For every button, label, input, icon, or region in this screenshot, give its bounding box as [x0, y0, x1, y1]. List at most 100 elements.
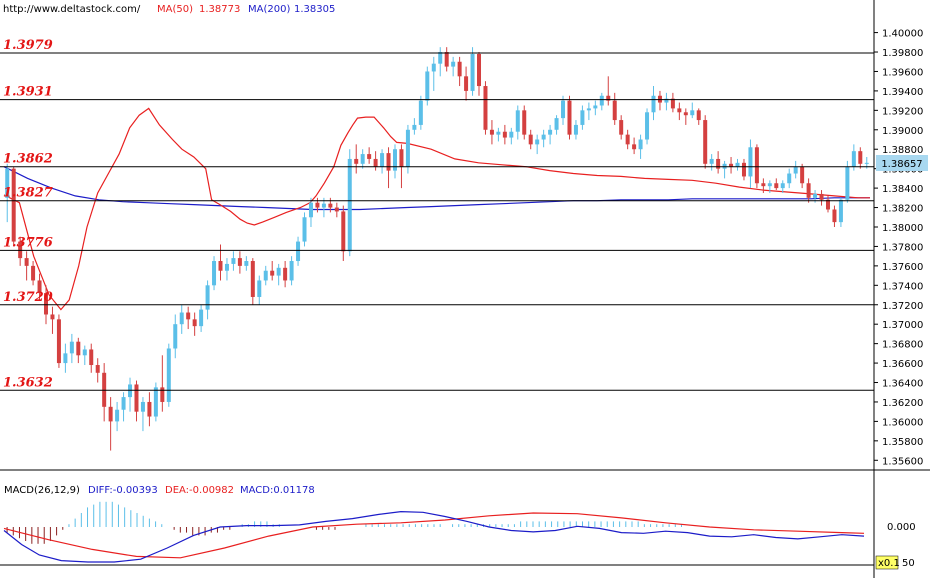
candle-down [328, 203, 333, 208]
candle-down [464, 76, 469, 91]
candle-up [748, 147, 753, 177]
ma200-value: 1.38305 [294, 4, 335, 15]
candle-down [44, 293, 49, 315]
y-tick-label: 1.38800 [882, 145, 923, 156]
y-tick-label: 1.36400 [882, 379, 923, 390]
macd-value-label: MACD:0.01178 [240, 485, 315, 496]
macd-name: MACD(26,12,9) [4, 485, 80, 496]
y-tick-label: 1.37400 [882, 281, 923, 292]
candle-up [767, 183, 772, 187]
candle-up [851, 151, 856, 167]
candle-down [858, 151, 863, 164]
level-label: 1.3931 [3, 85, 53, 100]
level-label: 1.3776 [3, 235, 53, 250]
candle-up [276, 267, 281, 276]
candle-down [341, 211, 346, 252]
macd-diff-line [3, 510, 865, 563]
level-label: 1.3827 [3, 186, 53, 201]
candle-down [502, 131, 507, 138]
y-tick-label: 1.37200 [882, 301, 923, 312]
candle-down [619, 120, 624, 135]
y-tick-label: 1.39200 [882, 106, 923, 117]
candle-down [89, 349, 94, 366]
candle-up [121, 397, 126, 410]
candle-up [321, 203, 326, 208]
level-label: 1.3862 [3, 152, 53, 167]
macd-dea-label: DEA:-0.00982 [165, 485, 234, 496]
candle-up [586, 108, 591, 111]
y-tick-label: 1.35800 [882, 437, 923, 448]
candle-up [263, 270, 268, 281]
candle-up [580, 110, 585, 125]
candle-down [696, 110, 701, 121]
candle-down [761, 183, 766, 187]
candle-up [638, 139, 643, 150]
candle-up [664, 98, 669, 103]
level-label: 1.3720 [3, 290, 53, 305]
candle-up [509, 131, 514, 138]
candle-down [716, 158, 721, 169]
candle-up [438, 52, 443, 64]
candle-up [645, 112, 650, 140]
level-label: 1.3632 [3, 375, 53, 390]
candle-up [302, 217, 307, 242]
candle-down [729, 163, 734, 167]
current-price-label: 1.38657 [881, 159, 922, 170]
candle-up [425, 71, 430, 101]
candle-down [334, 207, 339, 212]
y-tick-label: 1.39000 [882, 126, 923, 137]
candle-down [283, 267, 288, 281]
candle-up [296, 241, 301, 262]
candle-up [289, 261, 294, 281]
candle-down [186, 312, 191, 320]
candle-down [192, 319, 197, 327]
candle-up [599, 95, 604, 106]
candle-down [632, 144, 637, 150]
candle-down [819, 193, 824, 200]
y-tick-label: 1.38000 [882, 223, 923, 234]
candle-down [806, 183, 811, 198]
candle-up [690, 110, 695, 116]
y-tick-label: 1.39600 [882, 67, 923, 78]
candle-down [800, 166, 805, 184]
level-label: 1.3979 [3, 38, 53, 53]
candle-up [360, 154, 365, 164]
macd-diff-label: DIFF:-0.00393 [88, 485, 158, 496]
candle-up [212, 261, 217, 286]
site-url[interactable]: http://www.deltastock.com/ [3, 4, 141, 15]
candle-down [354, 158, 359, 164]
candle-down [386, 153, 391, 171]
candle-down [270, 270, 275, 276]
candle-down [522, 110, 527, 135]
candle-down [670, 98, 675, 109]
candle-up [845, 166, 850, 200]
y-tick-label: 1.36800 [882, 340, 923, 351]
candle-up [115, 409, 120, 422]
candle-down [11, 168, 16, 242]
candle-down [95, 365, 100, 373]
candle-up [709, 158, 714, 164]
candle-up [412, 124, 417, 130]
candle-up [347, 158, 352, 252]
candle-up [380, 153, 385, 167]
candle-down [76, 341, 81, 356]
candle-down [677, 108, 682, 113]
candle-up [561, 100, 566, 119]
candle-up [199, 309, 204, 327]
y-tick-label: 1.38400 [882, 184, 923, 195]
candle-down [832, 209, 837, 223]
ma50-line [3, 107, 870, 311]
candle-down [489, 129, 494, 135]
candle-up [864, 162, 869, 164]
candle-down [250, 261, 255, 297]
macd-scale-box [875, 555, 899, 570]
candle-down [567, 100, 572, 135]
macd-scale-label: x0.1 [878, 558, 900, 569]
candle-down [477, 53, 482, 87]
y-tick-label: 1.38200 [882, 204, 923, 215]
candle-up [554, 118, 559, 130]
candle-up [431, 63, 436, 72]
candle-up [173, 324, 178, 349]
candle-up [63, 353, 68, 364]
